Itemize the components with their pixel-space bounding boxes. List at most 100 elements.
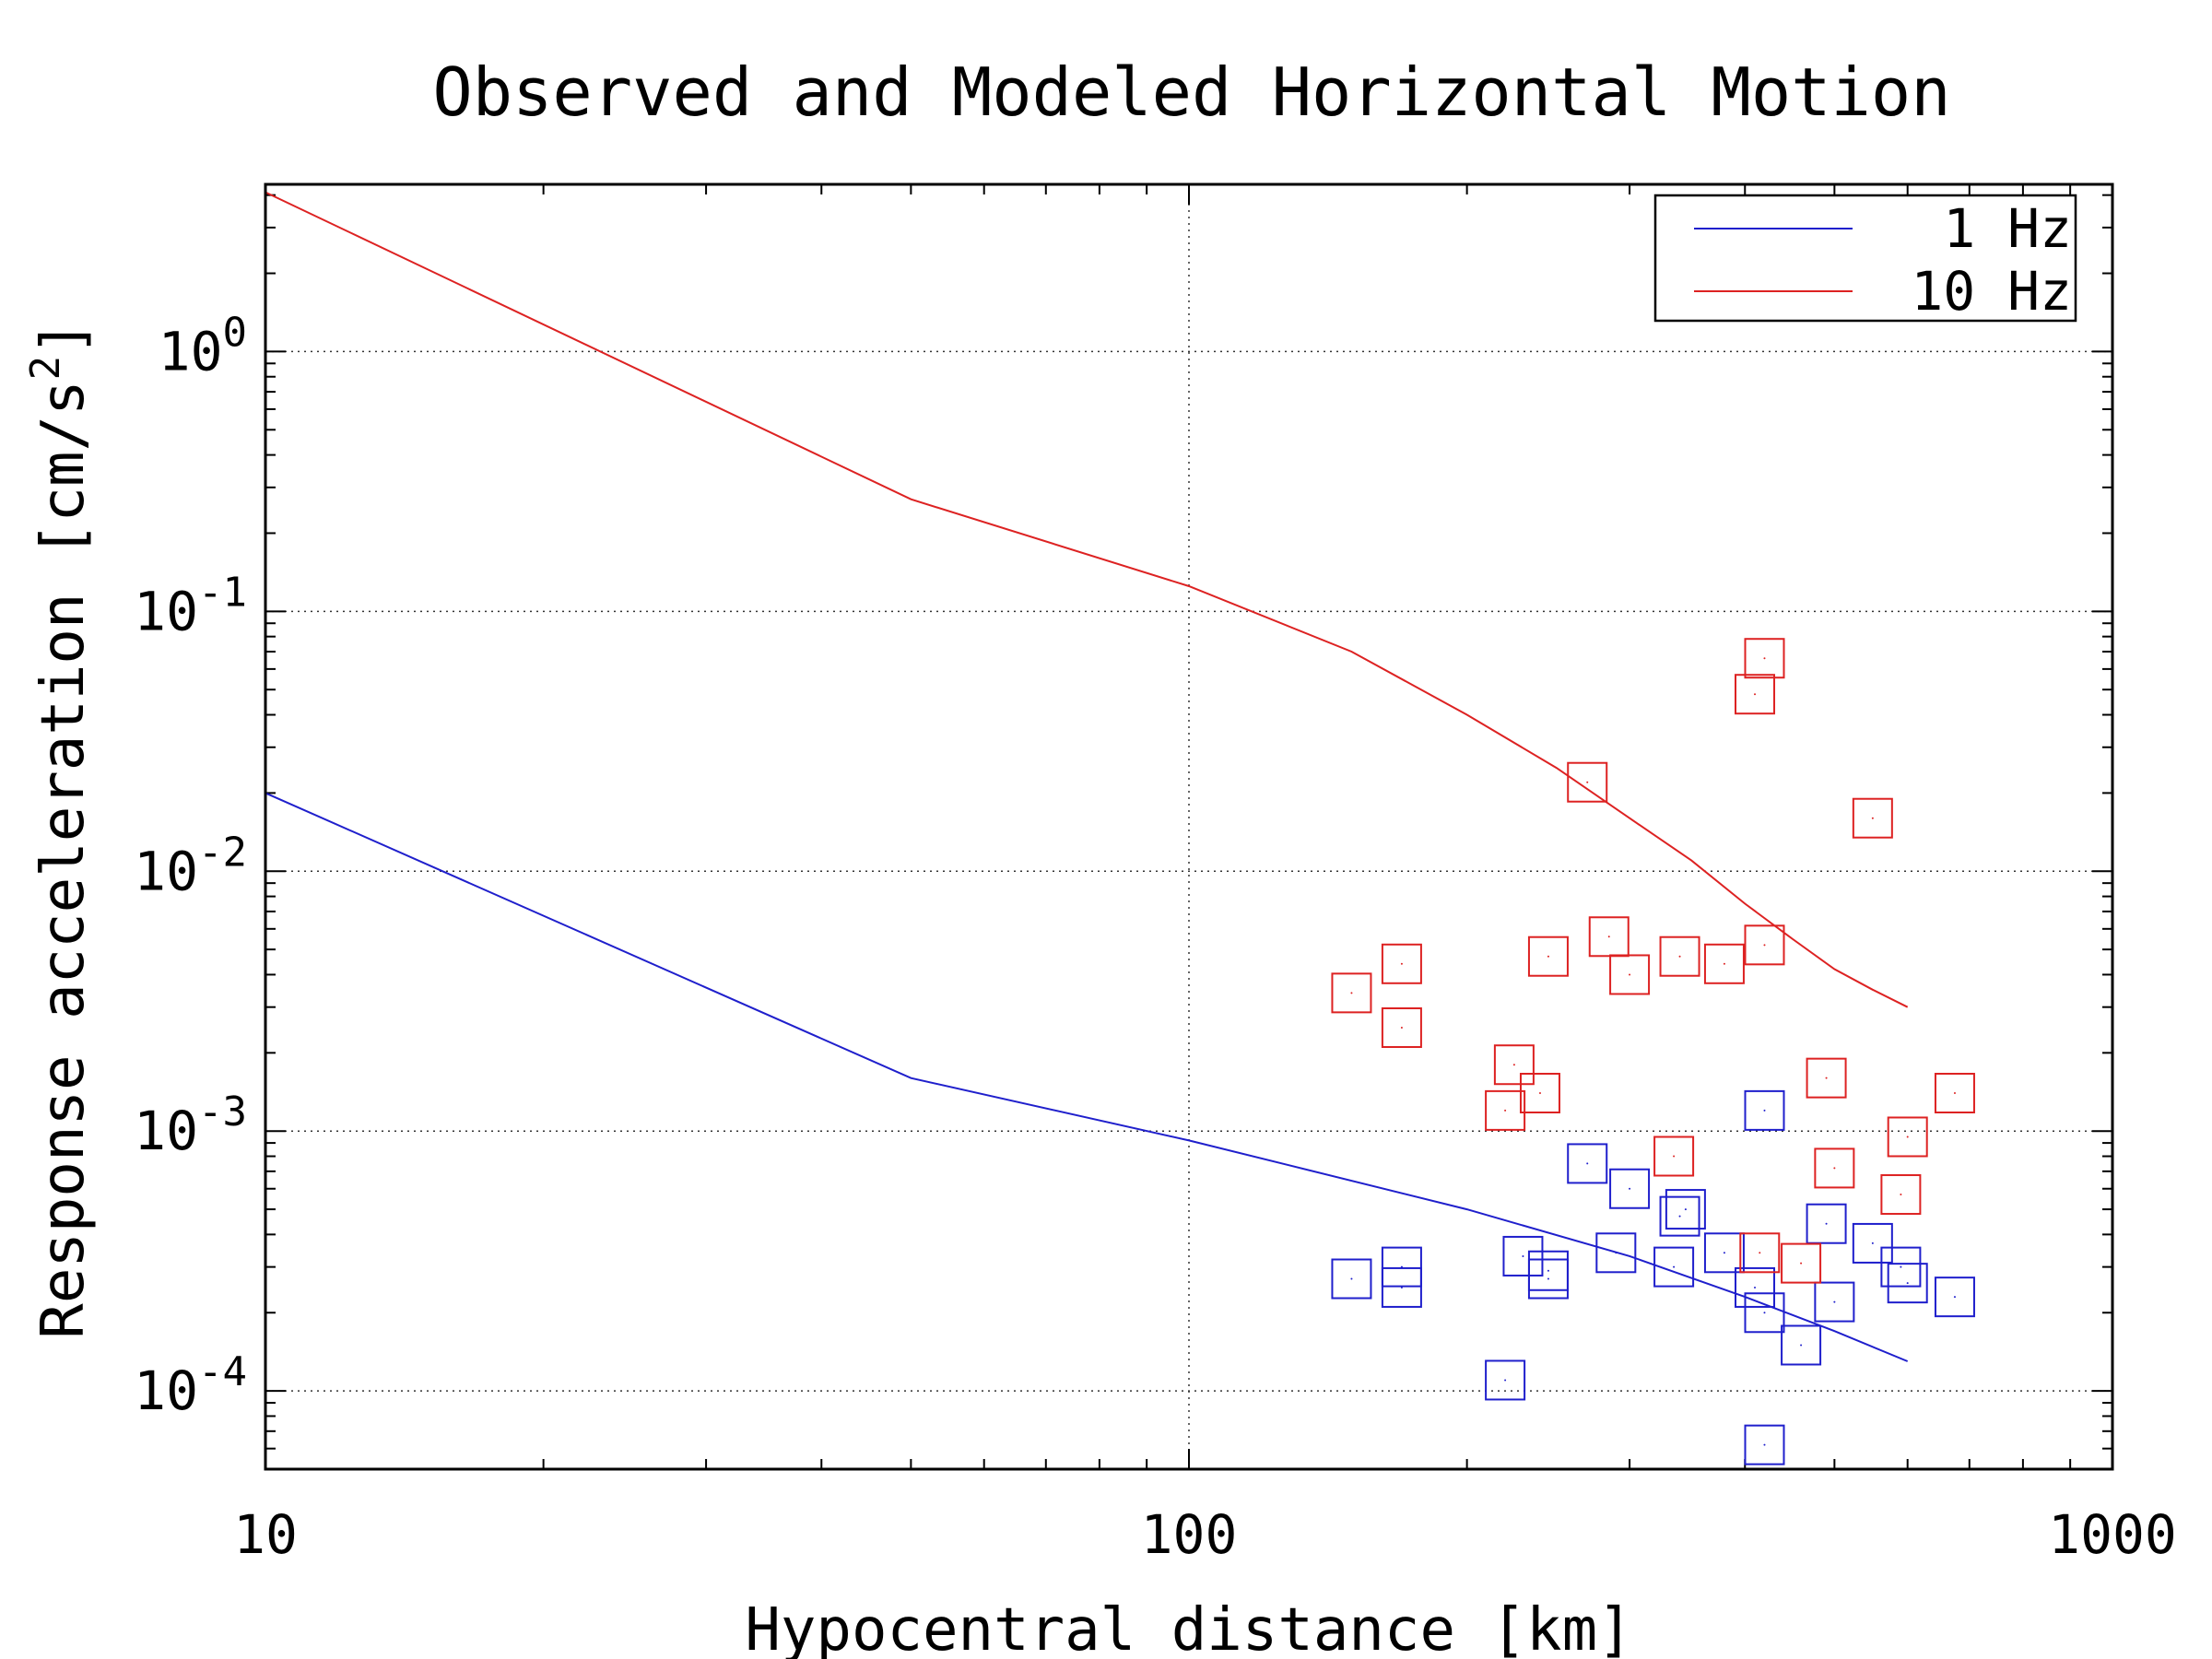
observed-point-center-1hz [1763,1312,1766,1314]
observed-point-1hz [1609,1168,1651,1209]
observed-point-10hz [1485,1089,1526,1131]
observed-point-1hz [1567,1143,1608,1184]
x-tick-labels: 10 100 1000 [233,1503,2177,1566]
observed-point-1hz [1806,1203,1847,1244]
observed-point-center-1hz [1673,1265,1676,1268]
observed-point-center-1hz [1504,1379,1507,1382]
observed-point-1hz [1527,1250,1569,1291]
observed-point-center-10hz [1607,935,1610,938]
observed-point-center-1hz [1547,1269,1549,1272]
observed-point-10hz [1703,943,1745,984]
y-axis-label-superscript: 2 [22,356,69,381]
observed-point-10hz [1781,1242,1822,1284]
observed-point-1hz [1744,1292,1785,1334]
observed-point-1hz [1665,1189,1706,1230]
observed-point-center-1hz [1825,1222,1828,1225]
observed-point-center-1hz [1629,1187,1631,1190]
y-tick-label-exponent: -4 [198,1348,247,1395]
observed-point-center-1hz [1522,1254,1524,1257]
y-tick-label-base: 10 [134,1100,198,1162]
observed-point-10hz [1814,1147,1855,1189]
observed-point-10hz [1493,1044,1535,1086]
observed-point-center-10hz [1906,1135,1909,1138]
observed-point-1hz [1880,1246,1922,1288]
observed-point-10hz [1527,935,1569,977]
y-tick-label-base: 10 [134,580,198,642]
observed-point-10hz [1806,1057,1847,1099]
series-1hz [265,792,1975,1465]
observed-point-1hz [1934,1277,1975,1318]
observed-point-center-10hz [1763,657,1766,660]
observed-point-center-1hz [1953,1296,1956,1299]
observed-point-center-1hz [1586,1162,1589,1165]
observed-point-center-1hz [1723,1252,1725,1254]
observed-point-center-1hz [1615,1252,1618,1254]
y-tick-label: 10-3 [134,1088,247,1162]
observed-point-center-1hz [1763,1443,1766,1446]
observed-point-center-10hz [1723,962,1725,965]
y-tick-label: 10-1 [134,569,247,642]
observed-point-center-10hz [1871,817,1874,819]
y-tick-label: 100 [159,309,247,382]
y-axis-label-close: ] [29,320,98,356]
observed-point-center-1hz [1754,1286,1757,1288]
legend-label-10hz: 10 Hz [1911,260,2072,323]
observed-point-1hz [1502,1235,1544,1277]
observed-point-10hz [1744,638,1785,679]
x-axis-label: Hypocentral distance [km] [745,1596,1632,1659]
observed-point-center-1hz [1678,1215,1681,1218]
observed-point-10hz [1609,954,1651,995]
observed-point-1hz [1331,1258,1372,1300]
observed-point-1hz [1744,1089,1785,1131]
legend: 1 Hz 10 Hz [1653,194,2077,323]
observed-point-center-1hz [1684,1208,1687,1211]
observed-point-10hz [1735,674,1776,715]
observed-point-1hz [1381,1266,1422,1308]
observed-point-10hz [1739,1232,1781,1274]
model-line-10hz [265,191,1909,1008]
observed-point-center-10hz [1800,1262,1803,1265]
observed-point-10hz [1381,943,1422,984]
observed-point-center-10hz [1759,1252,1761,1254]
observed-point-1hz [1887,1263,1928,1304]
observed-point-1hz [1852,1222,1893,1264]
series-layer [265,191,1975,1465]
observed-point-10hz [1744,924,1785,966]
observed-point-center-10hz [1538,1092,1541,1095]
y-tick-label-exponent: -2 [198,829,247,876]
observed-point-10hz [1659,935,1700,977]
y-axis-label-text: Response acceleration [cm/s [29,380,98,1338]
observed-point-center-10hz [1512,1064,1515,1066]
observed-point-center-10hz [1504,1109,1507,1112]
model-line-1hz [265,792,1909,1362]
grid [265,184,2112,1469]
y-tick-label-base: 10 [134,840,198,902]
observed-point-10hz [1331,972,1372,1014]
observed-point-1hz [1814,1281,1855,1323]
observed-point-1hz [1781,1324,1822,1366]
observed-point-1hz [1744,1424,1785,1465]
observed-point-center-1hz [1350,1277,1353,1280]
observed-point-center-10hz [1678,955,1681,958]
minor-ticks [265,184,2113,1470]
observed-point-10hz [1519,1073,1560,1114]
observed-point-1hz [1595,1232,1637,1274]
observed-point-10hz [1887,1116,1928,1158]
observed-point-center-10hz [1400,962,1403,965]
observed-point-1hz [1735,1266,1776,1308]
observed-point-center-10hz [1547,955,1549,958]
plot-area-frame [264,182,2114,1471]
observed-point-center-10hz [1673,1155,1676,1158]
observed-point-center-1hz [1800,1344,1803,1347]
observed-point-10hz [1934,1073,1975,1114]
observed-point-center-10hz [1754,693,1757,696]
observed-point-1hz [1653,1246,1695,1288]
observed-point-10hz [1567,761,1608,803]
observed-point-center-1hz [1906,1282,1909,1285]
observed-point-center-1hz [1900,1265,1902,1268]
y-tick-label: 10-2 [134,829,247,902]
observed-point-10hz [1852,797,1893,839]
observed-point-10hz [1653,1135,1695,1177]
observed-point-10hz [1381,1007,1422,1049]
